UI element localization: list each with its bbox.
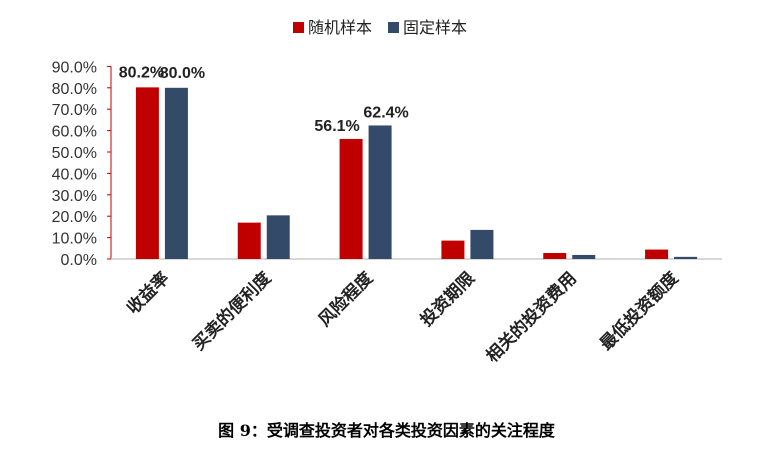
bar-随机样本 <box>645 249 669 259</box>
bar-chart: 随机样本 固定样本 0.0% 10.0% 20.0% 30.0% 40.0% 50.0% 60.… <box>52 19 722 366</box>
bar-随机样本 <box>339 138 363 259</box>
data-label: 62.4% <box>363 104 408 121</box>
data-label: 80.0% <box>160 65 205 82</box>
bar-固定样本 <box>470 229 494 259</box>
y-tick-label: 50.0% <box>52 145 97 162</box>
data-label: 80.2% <box>119 64 164 81</box>
y-tick-label: 20.0% <box>52 209 97 226</box>
y-tick-label: 30.0% <box>52 188 97 205</box>
y-tick-label: 60.0% <box>52 124 97 141</box>
legend-label: 固定样本 <box>403 19 467 37</box>
x-tick-label: 收益率 <box>123 268 173 318</box>
bar-随机样本 <box>237 222 261 259</box>
y-tick-label: 40.0% <box>52 166 97 183</box>
legend-swatch <box>388 22 399 33</box>
y-tick-label: 10.0% <box>52 231 97 248</box>
x-tick-label: 买卖的便利度 <box>188 267 275 354</box>
bar-随机样本 <box>543 253 567 259</box>
y-tick-label: 70.0% <box>52 102 97 119</box>
y-tick-label: 0.0% <box>61 252 97 269</box>
data-label: 56.1% <box>314 118 359 135</box>
bar-随机样本 <box>135 87 159 259</box>
legend-label: 随机样本 <box>308 19 372 37</box>
bar-随机样本 <box>441 240 465 259</box>
x-tick-label: 最低投资额度 <box>596 267 683 354</box>
y-tick-label: 80.0% <box>52 81 97 98</box>
bar-固定样本 <box>266 215 290 259</box>
x-tick-label: 风险程度 <box>314 267 377 330</box>
bar-固定样本 <box>368 125 392 260</box>
x-tick-label: 投资期限 <box>416 268 478 330</box>
bar-固定样本 <box>164 87 188 259</box>
y-tick-label: 90.0% <box>52 59 97 76</box>
bar-固定样本 <box>572 254 596 259</box>
legend-swatch <box>293 22 304 33</box>
x-tick-label: 相关的投资费用 <box>482 268 580 366</box>
figure-caption: 图 9：受调查投资者对各类投资因素的关注程度 <box>218 421 555 440</box>
bar-固定样本 <box>674 256 698 259</box>
